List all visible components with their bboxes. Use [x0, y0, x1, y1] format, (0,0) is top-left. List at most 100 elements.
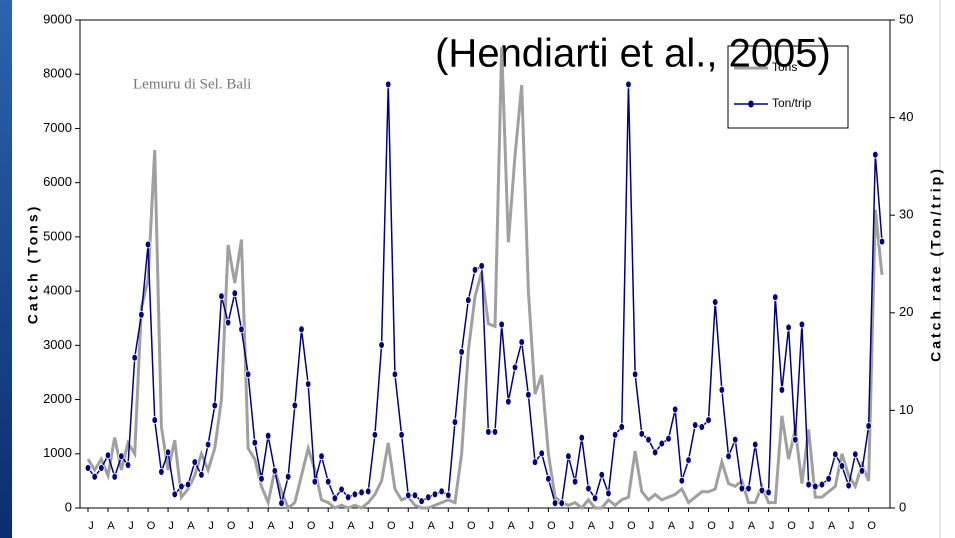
legend-marker [748, 101, 754, 108]
data-point [172, 491, 178, 498]
x-tick-label: J [328, 520, 334, 532]
data-point [579, 434, 585, 441]
y-tick-label: 0 [65, 499, 72, 514]
data-point [185, 481, 191, 488]
data-point [659, 440, 665, 447]
annotation: Lemuru di Sel. Bali [133, 76, 251, 92]
plot-area [80, 20, 890, 508]
data-point [439, 488, 445, 495]
data-point [646, 436, 652, 443]
data-point [179, 483, 185, 490]
data-point [452, 419, 458, 426]
data-point [512, 364, 518, 371]
data-point [819, 481, 825, 488]
data-point [879, 238, 885, 245]
data-point [599, 471, 605, 478]
data-point [679, 477, 685, 484]
data-point [285, 473, 291, 480]
data-point [846, 482, 852, 489]
y-tick-label: 9000 [43, 11, 72, 26]
x-tick-label: A [348, 520, 356, 532]
data-point [392, 371, 398, 378]
data-point [746, 485, 752, 492]
data-point [199, 471, 205, 478]
x-tick-label: O [787, 520, 796, 532]
data-point [626, 81, 632, 88]
data-point [686, 457, 692, 464]
data-point [612, 431, 618, 438]
data-point [539, 450, 545, 457]
x-tick-label: J [128, 520, 134, 532]
data-point [559, 500, 565, 507]
data-point [132, 354, 138, 361]
data-point [806, 481, 812, 488]
data-point [632, 371, 638, 378]
data-point [339, 486, 345, 493]
y-tick-label: 8000 [43, 66, 72, 81]
data-point [252, 439, 258, 446]
data-point [99, 464, 105, 471]
data-point [672, 406, 678, 413]
data-point [212, 402, 218, 409]
data-point [152, 417, 158, 424]
data-point [192, 459, 198, 466]
data-point [779, 386, 785, 393]
x-tick-label: J [168, 520, 174, 532]
x-tick-label: O [467, 520, 476, 532]
x-tick-label: A [588, 520, 596, 532]
y2-tick-label: 10 [899, 402, 913, 417]
data-point [719, 386, 725, 393]
data-point [105, 452, 111, 459]
data-point [245, 371, 251, 378]
data-point [472, 266, 478, 273]
data-point [873, 151, 879, 158]
y2-axis-label: Catch rate (Ton/trip) [928, 166, 944, 362]
data-point [799, 321, 805, 328]
data-point [92, 473, 98, 480]
y2-tick-label: 30 [899, 207, 913, 222]
x-tick-label: J [489, 520, 495, 532]
x-tick-label: J [208, 520, 214, 532]
data-point [499, 321, 505, 328]
data-point [699, 423, 705, 430]
legend-label: Tons [772, 60, 797, 74]
data-point [786, 324, 792, 331]
legend-label: Ton/trip [772, 96, 812, 110]
data-point [466, 297, 472, 304]
data-point [592, 495, 598, 502]
data-point [606, 490, 612, 497]
data-point [125, 462, 131, 469]
x-tick-label: A [267, 520, 275, 532]
data-point [85, 464, 91, 471]
x-tick-label: O [627, 520, 636, 532]
data-point [345, 494, 351, 501]
x-tick-label: A [107, 520, 115, 532]
data-point [112, 473, 118, 480]
x-tick-label: J [248, 520, 254, 532]
data-point [385, 81, 391, 88]
data-point [766, 489, 772, 496]
data-point [259, 475, 265, 482]
data-point [692, 422, 698, 429]
x-tick-label: J [449, 520, 455, 532]
data-point [139, 311, 145, 318]
data-point [145, 241, 151, 248]
y2-tick-label: 0 [899, 499, 906, 514]
y2-tick-label: 40 [899, 109, 913, 124]
data-point [412, 492, 418, 499]
data-point [379, 342, 385, 349]
x-tick-label: O [387, 520, 396, 532]
x-tick-label: J [649, 520, 655, 532]
data-point [332, 495, 338, 502]
x-tick-label: A [187, 520, 195, 532]
data-point [265, 432, 271, 439]
data-point [479, 262, 485, 269]
data-point [232, 290, 238, 297]
data-point [372, 431, 378, 438]
x-tick-label: J [769, 520, 775, 532]
data-point [446, 492, 452, 499]
data-point [752, 441, 758, 448]
data-point [319, 453, 325, 460]
data-point [532, 459, 538, 466]
data-point [119, 453, 125, 460]
